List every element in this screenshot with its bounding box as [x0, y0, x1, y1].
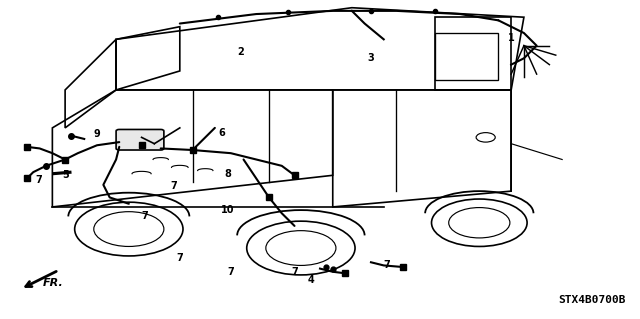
- Text: 7: 7: [228, 267, 234, 277]
- Text: 7: 7: [291, 267, 298, 277]
- Text: 7: 7: [170, 182, 177, 191]
- Text: 9: 9: [94, 129, 100, 139]
- Text: 7: 7: [177, 253, 184, 263]
- Text: 3: 3: [368, 53, 374, 63]
- Text: 4: 4: [307, 275, 314, 285]
- Text: 7: 7: [35, 175, 42, 185]
- Circle shape: [431, 199, 527, 247]
- Text: 6: 6: [218, 128, 225, 137]
- Text: 2: 2: [237, 47, 244, 57]
- Text: 1: 1: [508, 33, 515, 43]
- Text: FR.: FR.: [43, 278, 63, 288]
- Text: 7: 7: [141, 211, 148, 221]
- Text: 7: 7: [384, 260, 390, 271]
- FancyBboxPatch shape: [116, 130, 164, 150]
- Text: 10: 10: [221, 205, 235, 215]
- Text: 8: 8: [225, 169, 231, 179]
- Text: 5: 5: [62, 170, 68, 180]
- Circle shape: [246, 221, 355, 275]
- Text: STX4B0700B: STX4B0700B: [558, 295, 626, 305]
- Circle shape: [75, 202, 183, 256]
